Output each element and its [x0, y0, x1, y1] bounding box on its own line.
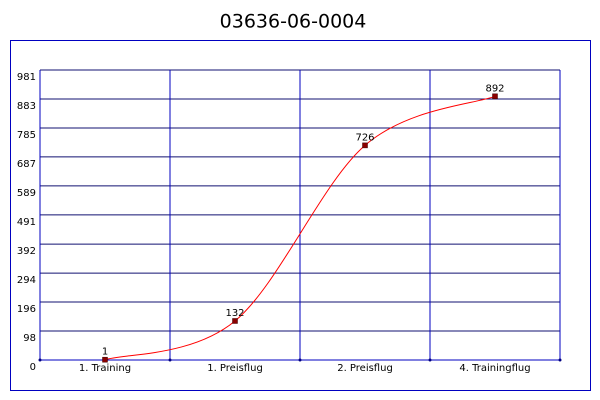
- y-tick-label: 98: [23, 333, 36, 344]
- chart-frame: [10, 40, 591, 391]
- point-marker: [102, 356, 108, 363]
- x-tick-label: 1. Preisflug: [207, 363, 263, 374]
- axis-dot: [298, 358, 302, 362]
- y-tick-label: 981: [17, 72, 36, 83]
- x-tick-label: 2. Preisflug: [337, 363, 393, 374]
- y-tick-label: 491: [17, 217, 36, 228]
- axis-dot: [38, 358, 42, 362]
- y-tick-label: 392: [17, 246, 36, 257]
- data-label: 1: [102, 347, 108, 358]
- series-line: [104, 95, 496, 361]
- point-marker: [362, 142, 368, 149]
- x-tick-label: 1. Training: [79, 363, 131, 374]
- chart-title: 03636-06-0004: [220, 11, 367, 33]
- y-tick-label: 589: [17, 188, 36, 199]
- data-label: 132: [225, 308, 244, 319]
- data-label: 726: [355, 132, 374, 143]
- axis-dot: [428, 358, 432, 362]
- y-tick-label: 687: [17, 159, 36, 170]
- y-tick-label: 294: [17, 275, 36, 286]
- x-tick-label: 4. Trainingflug: [459, 363, 530, 374]
- y-tick-label: 0: [30, 362, 36, 373]
- y-tick-label: 785: [17, 130, 36, 141]
- point-marker: [492, 93, 498, 100]
- y-tick-label: 196: [17, 304, 36, 315]
- y-tick-label: 883: [17, 101, 36, 112]
- axis-dot: [168, 358, 172, 362]
- point-marker: [232, 318, 238, 324]
- axis-dot: [558, 358, 562, 362]
- data-label: 892: [485, 83, 504, 94]
